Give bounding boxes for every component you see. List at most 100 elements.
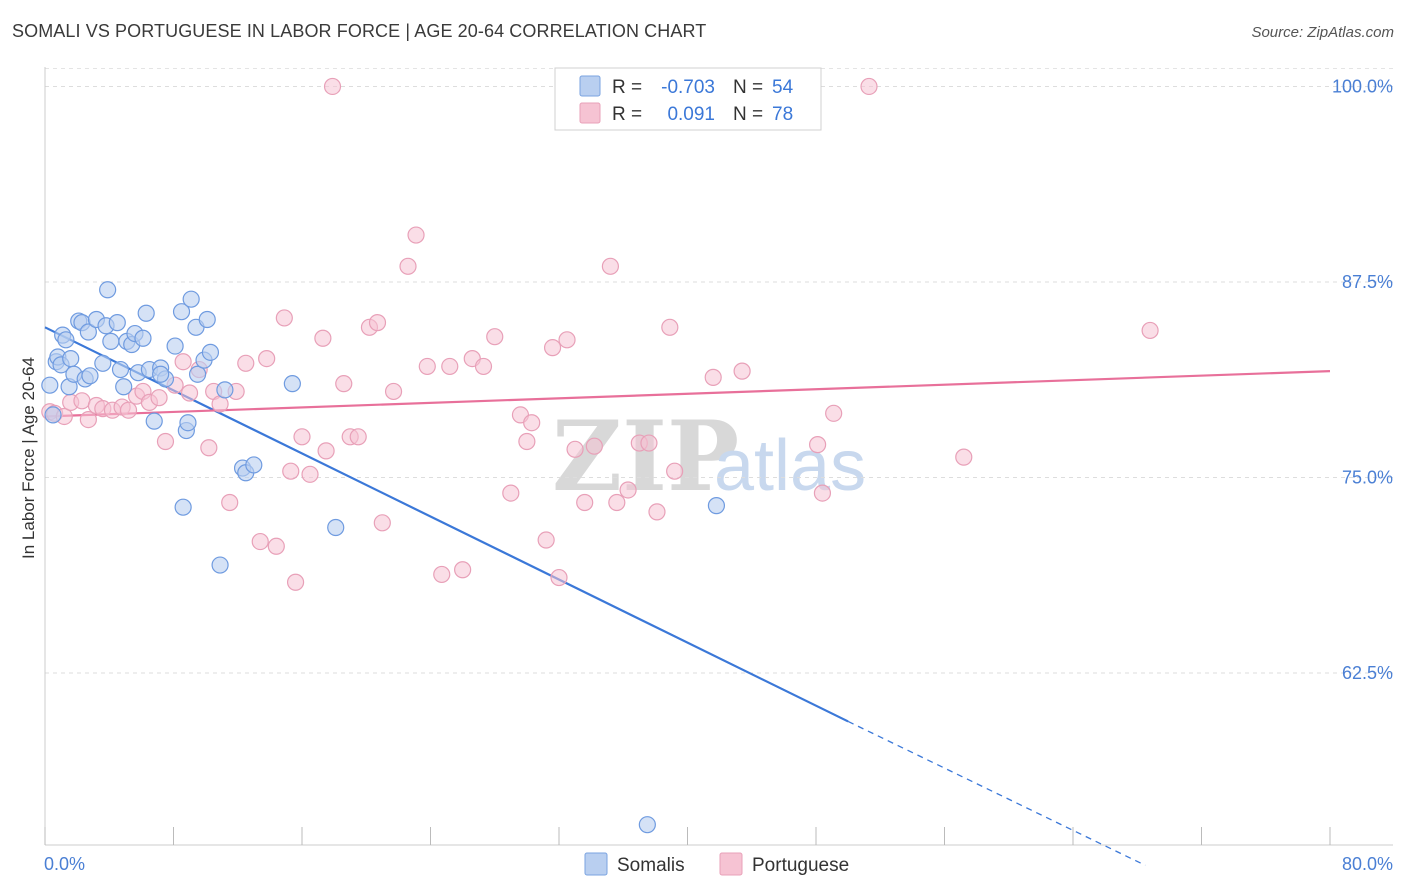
somali-point bbox=[172, 303, 191, 321]
portuguese-point bbox=[200, 439, 218, 457]
somali-point bbox=[44, 406, 62, 424]
watermark-atlas: atlas bbox=[714, 426, 866, 506]
somali-point bbox=[79, 323, 97, 341]
portuguese-point bbox=[335, 375, 353, 393]
somali-point bbox=[327, 518, 345, 537]
portuguese-point bbox=[486, 328, 504, 346]
somali-point bbox=[211, 556, 229, 574]
legend-portuguese-r-label: R = bbox=[612, 104, 642, 125]
portuguese-point bbox=[267, 537, 285, 555]
portuguese-point bbox=[523, 414, 541, 432]
series-legend: Somalis Portuguese bbox=[584, 852, 849, 876]
correlation-legend: R = -0.703 N = 54 R = 0.091 N = 78 bbox=[554, 67, 822, 131]
portuguese-point bbox=[150, 389, 168, 407]
portuguese-point bbox=[221, 493, 239, 512]
somali-point bbox=[134, 329, 152, 347]
portuguese-point bbox=[648, 503, 666, 521]
somali-point bbox=[111, 360, 130, 379]
somali-point bbox=[188, 365, 207, 383]
somali-point bbox=[57, 331, 75, 349]
somali-trend-extension bbox=[847, 720, 1146, 866]
somali-point bbox=[174, 498, 192, 516]
bottom-legend-somali-swatch bbox=[584, 852, 608, 876]
axes: 62.5% 75.0% 87.5% 100.0% 0.0% 80.0% bbox=[44, 67, 1393, 874]
somali-trend-line bbox=[44, 326, 849, 723]
somali-point bbox=[182, 290, 200, 308]
somali-point bbox=[216, 381, 234, 399]
portuguese-point bbox=[314, 329, 332, 347]
somali-point bbox=[94, 354, 112, 372]
portuguese-point bbox=[518, 432, 536, 451]
portuguese-point bbox=[384, 382, 403, 401]
somali-point bbox=[108, 314, 126, 332]
portuguese-point bbox=[474, 357, 493, 376]
portuguese-point bbox=[407, 226, 425, 244]
portuguese-point bbox=[566, 440, 584, 458]
chart-title: SOMALI VS PORTUGUESE IN LABOR FORCE | AG… bbox=[12, 21, 707, 41]
somali-point bbox=[283, 375, 301, 393]
trend-lines bbox=[44, 326, 1331, 866]
y-tick-label: 87.5% bbox=[1342, 272, 1393, 292]
x-tick-label-max: 80.0% bbox=[1342, 854, 1393, 874]
somali-point bbox=[707, 497, 726, 515]
portuguese-trend-line bbox=[44, 370, 1331, 418]
somali-point bbox=[145, 412, 163, 430]
portuguese-point bbox=[373, 514, 391, 532]
somali-point bbox=[115, 378, 133, 396]
legend-portuguese-n: 78 bbox=[772, 104, 793, 125]
portuguese-point bbox=[576, 493, 594, 512]
somali-point bbox=[152, 365, 170, 383]
legend-portuguese-n-label: N = bbox=[733, 104, 763, 125]
portuguese-point bbox=[809, 436, 827, 454]
somali-point bbox=[638, 816, 656, 834]
portuguese-point bbox=[733, 362, 751, 380]
somali-point bbox=[41, 376, 59, 394]
portuguese-point bbox=[368, 314, 387, 332]
legend-somali-r: -0.703 bbox=[661, 77, 715, 98]
portuguese-point bbox=[608, 493, 626, 512]
portuguese-point bbox=[237, 354, 255, 372]
y-axis-label: In Labor Force | Age 20-64 bbox=[19, 357, 38, 559]
portuguese-point bbox=[251, 532, 269, 551]
somali-point bbox=[166, 337, 184, 355]
y-tick-label: 75.0% bbox=[1342, 467, 1393, 487]
portuguese-point bbox=[349, 428, 367, 446]
portuguese-point bbox=[955, 448, 973, 466]
portuguese-point bbox=[619, 481, 637, 499]
portuguese-point bbox=[666, 462, 684, 480]
data-points bbox=[41, 77, 1159, 834]
portuguese-point bbox=[156, 432, 175, 451]
somali-point bbox=[99, 281, 117, 299]
somali-point bbox=[179, 414, 197, 432]
portuguese-point bbox=[317, 442, 335, 460]
y-tick-label: 100.0% bbox=[1332, 76, 1393, 96]
somali-point bbox=[198, 310, 216, 329]
portuguese-point bbox=[825, 404, 843, 422]
legend-somali-n-label: N = bbox=[733, 77, 763, 98]
portuguese-point bbox=[550, 568, 568, 587]
portuguese-point bbox=[79, 410, 97, 429]
portuguese-point bbox=[813, 484, 832, 502]
legend-somali-n: 54 bbox=[772, 77, 794, 98]
portuguese-point bbox=[585, 437, 603, 455]
portuguese-point bbox=[399, 257, 417, 275]
legend-portuguese-r: 0.091 bbox=[667, 104, 715, 125]
portuguese-point bbox=[282, 462, 300, 480]
bottom-legend-portuguese-label: Portuguese bbox=[752, 855, 849, 876]
portuguese-point bbox=[601, 257, 620, 275]
somali-point bbox=[81, 367, 99, 385]
somali-point bbox=[137, 304, 155, 322]
portuguese-point bbox=[286, 573, 305, 591]
somali-point bbox=[201, 343, 220, 361]
y-tick-label: 62.5% bbox=[1342, 663, 1393, 683]
portuguese-point bbox=[860, 77, 878, 96]
bottom-legend-somali-label: Somalis bbox=[617, 855, 685, 876]
portuguese-point bbox=[119, 401, 138, 419]
portuguese-point bbox=[441, 357, 459, 376]
portuguese-point bbox=[1141, 321, 1159, 340]
portuguese-point bbox=[418, 357, 436, 376]
portuguese-point bbox=[73, 392, 91, 410]
portuguese-point bbox=[293, 428, 311, 446]
legend-somali-swatch bbox=[579, 75, 601, 97]
